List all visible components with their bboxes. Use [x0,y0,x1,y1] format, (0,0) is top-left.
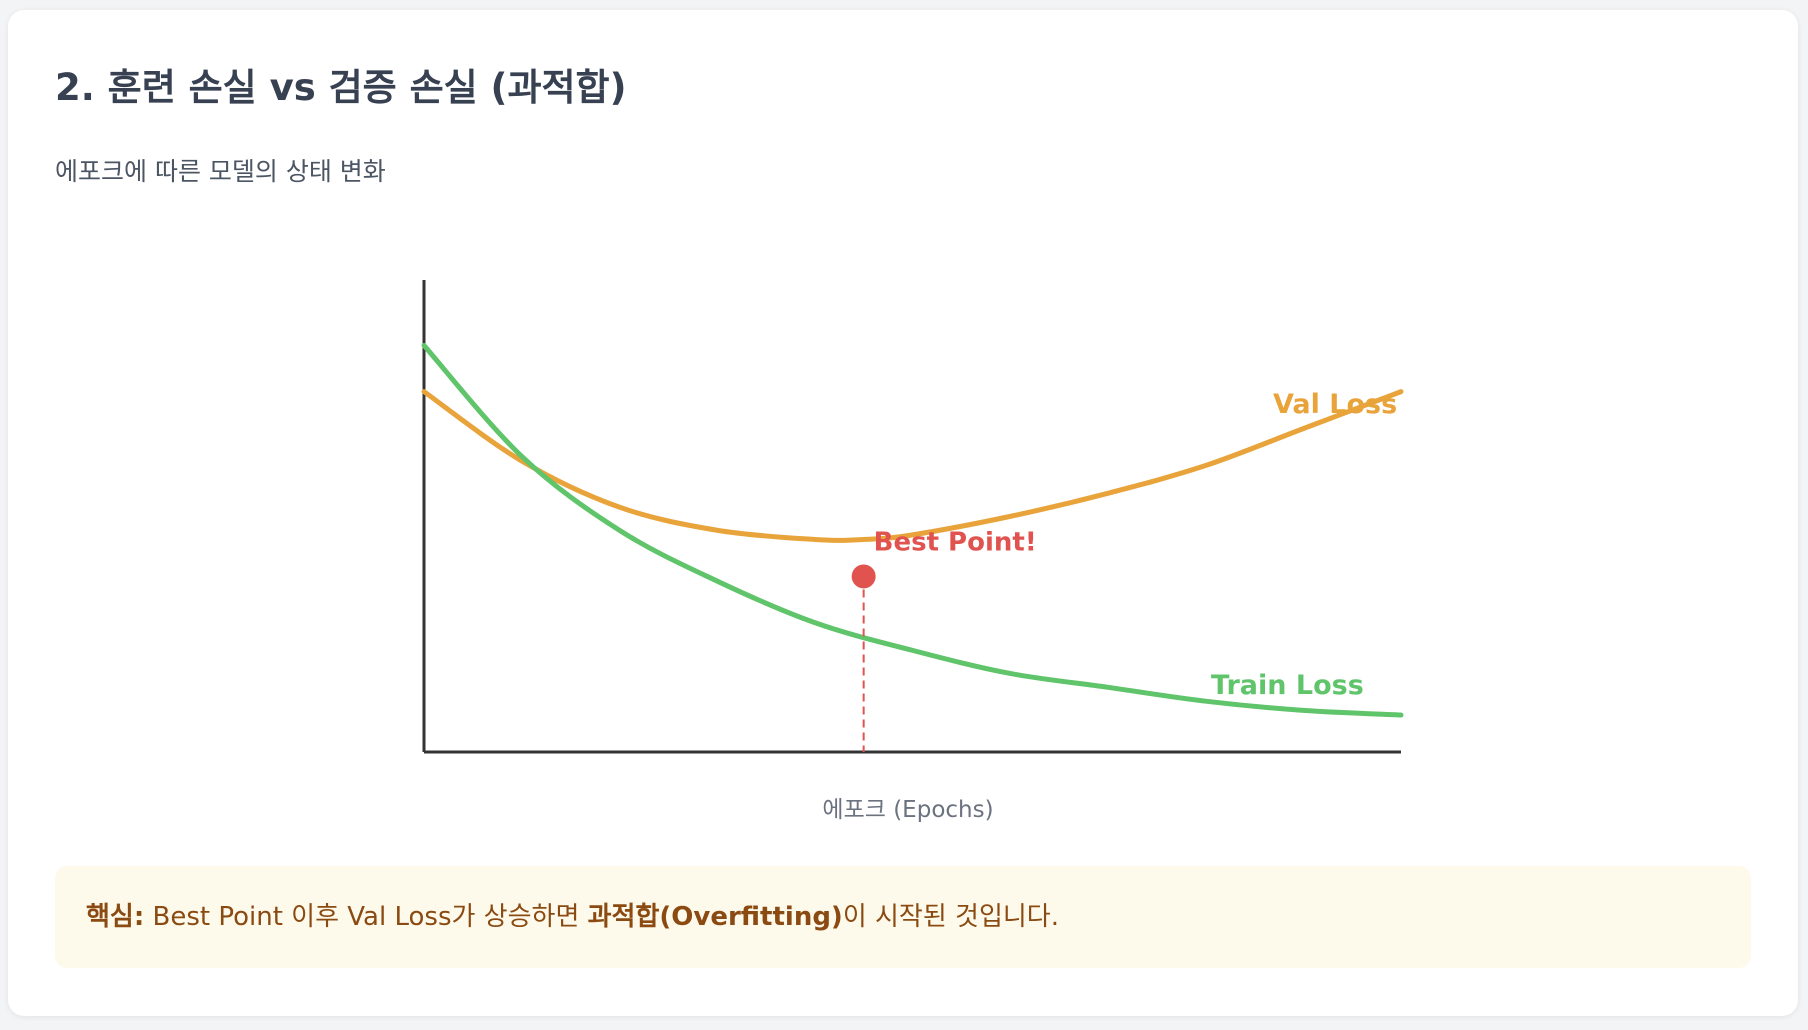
callout-highlight: 과적합(Overfitting) [587,902,843,932]
best-point-marker [851,564,876,589]
val-loss-label: Val Loss [1273,389,1397,420]
loss-chart: Val Loss Train Loss Best Point! [421,280,1404,754]
chart-card: 2. 훈련 손실 vs 검증 손실 (과적합) 에포크에 따른 모델의 상태 변… [8,10,1798,1016]
best-point-label: Best Point! [874,527,1037,557]
callout-text-after: 이 시작된 것입니다. [842,902,1059,932]
x-axis-label: 에포크 (Epochs) [822,797,994,823]
key-insight-callout: 핵심: Best Point 이후 Val Loss가 상승하면 과적합(Ove… [55,866,1751,968]
page-subtitle: 에포크에 따른 모델의 상태 변화 [55,157,386,186]
train-loss-label: Train Loss [1211,670,1364,701]
train-loss-line [421,342,1404,718]
callout-text: 핵심: Best Point 이후 Val Loss가 상승하면 과적합(Ove… [86,902,1059,933]
page-title: 2. 훈련 손실 vs 검증 손실 (과적합) [55,66,627,109]
val-loss-line [421,389,1404,543]
callout-label: 핵심: [86,902,145,932]
callout-text-before: Best Point 이후 Val Loss가 상승하면 [144,902,588,932]
